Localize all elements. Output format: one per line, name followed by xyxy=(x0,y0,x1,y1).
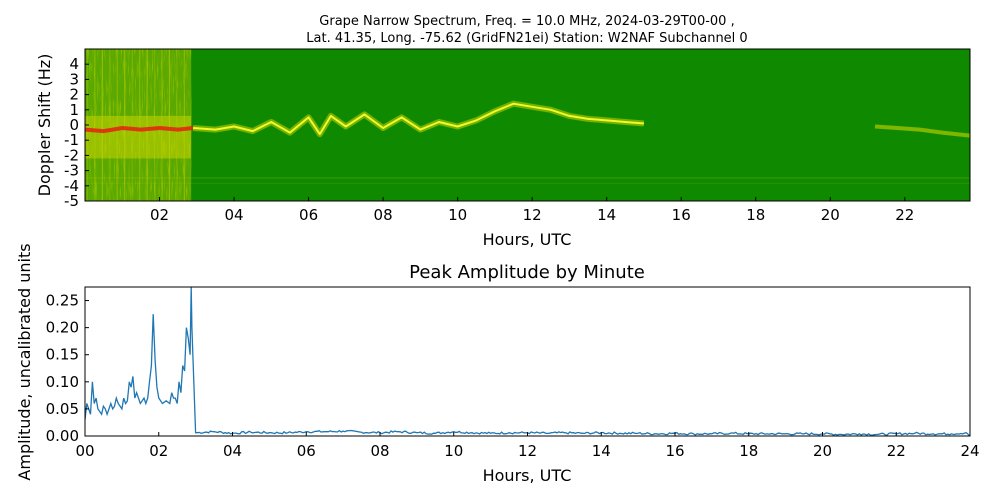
spectrogram-y-tick-label: 2 xyxy=(69,86,79,104)
spectrogram-streak xyxy=(101,49,103,201)
amplitude-x-tick-label: 00 xyxy=(75,442,94,460)
amplitude-x-tick-label: 06 xyxy=(297,442,316,460)
amplitude-x-tick-label: 16 xyxy=(665,442,684,460)
spectrogram-x-tick-label: 12 xyxy=(523,206,542,224)
spectrogram-y-axis-label: Doppler Shift (Hz) xyxy=(35,54,54,197)
amplitude-y-tick-label: 0.15 xyxy=(46,346,79,364)
amplitude-plot-area xyxy=(85,287,970,436)
spectrogram-streak xyxy=(153,49,156,201)
spectrogram-streak xyxy=(146,49,148,201)
spectrogram-streak xyxy=(94,49,96,201)
spectrogram-streak xyxy=(116,49,118,201)
spectrogram-y-tick-label: -3 xyxy=(64,162,79,180)
amplitude-y-tick-label: 0.05 xyxy=(46,400,79,418)
spectrogram-streak xyxy=(139,49,141,201)
spectrogram-streak xyxy=(183,49,185,201)
spectrogram-x-tick-label: 08 xyxy=(374,206,393,224)
spectrogram-streak xyxy=(161,49,163,201)
spectrogram-marks xyxy=(84,49,971,201)
amplitude-x-tick-label: 20 xyxy=(813,442,832,460)
amplitude-x-axis-label: Hours, UTC xyxy=(483,466,572,485)
spectrogram-y-tick-label: 0 xyxy=(69,116,79,134)
spectrogram-x-ticks: 02 04 06 08 10 12 14 16 18 20 22 xyxy=(150,197,914,224)
amplitude-y-tick-label: 0.25 xyxy=(46,292,79,310)
amplitude-title: Peak Amplitude by Minute xyxy=(409,262,645,283)
spectrogram-x-tick-label: 04 xyxy=(225,206,244,224)
spectrogram-streak xyxy=(109,49,111,201)
spectrogram-late-trace xyxy=(874,124,971,138)
spectrogram-x-axis-label: Hours, UTC xyxy=(483,230,572,249)
amplitude-y-tick-label: 0.00 xyxy=(46,427,79,445)
spectrogram-y-tick-label: 4 xyxy=(69,55,79,73)
amplitude-x-tick-label: 22 xyxy=(887,442,906,460)
amplitude-x-ticks: 00 02 04 06 08 10 12 14 16 18 20 22 24 xyxy=(75,432,980,460)
spectrogram-y-tick-label: 1 xyxy=(69,101,79,119)
amplitude-y-tick-label: 0.10 xyxy=(46,373,79,391)
spectrogram-y-tick-label: -1 xyxy=(64,131,79,149)
spectrogram-x-tick-label: 20 xyxy=(821,206,840,224)
spectrogram-horizontal-line xyxy=(85,177,970,179)
amplitude-x-tick-label: 04 xyxy=(223,442,242,460)
amplitude-y-tick-label: 0.20 xyxy=(46,319,79,337)
amplitude-x-tick-label: 18 xyxy=(739,442,758,460)
spectrogram-x-tick-label: 14 xyxy=(597,206,616,224)
spectrogram-streak xyxy=(131,49,133,201)
spectrogram-horizontal-line xyxy=(85,182,970,184)
spectrogram-x-tick-label: 02 xyxy=(150,206,169,224)
spectrogram-x-tick-label: 18 xyxy=(746,206,765,224)
figure-title-line2: Lat. 41.35, Long. -75.62 (GridFN21ei) St… xyxy=(306,31,747,46)
spectrogram-y-tick-label: -5 xyxy=(64,192,79,210)
spectrogram-x-tick-label: 06 xyxy=(299,206,318,224)
amplitude-x-tick-label: 12 xyxy=(518,442,537,460)
amplitude-x-tick-label: 10 xyxy=(444,442,463,460)
amplitude-y-ticks: 0.00 0.05 0.10 0.15 0.20 0.25 xyxy=(46,292,89,445)
spectrogram-y-tick-label: -4 xyxy=(64,177,79,195)
figure-title-line1: Grape Narrow Spectrum, Freq. = 10.0 MHz,… xyxy=(319,14,734,29)
spectrogram-x-tick-label: 10 xyxy=(448,206,467,224)
amplitude-x-tick-label: 02 xyxy=(149,442,168,460)
amplitude-y-axis-label: Amplitude, uncalibrated units xyxy=(15,243,34,480)
spectrogram-streak xyxy=(124,49,126,201)
spectrogram-x-tick-label: 22 xyxy=(895,206,914,224)
spectrogram-y-tick-label: 3 xyxy=(69,70,79,88)
amplitude-x-tick-label: 08 xyxy=(370,442,389,460)
spectrogram-x-tick-label: 16 xyxy=(672,206,691,224)
spectrogram-streak xyxy=(176,49,178,201)
spectrogram-streak xyxy=(168,49,171,201)
spectrogram-early-blob xyxy=(85,115,192,159)
amplitude-panel: Peak Amplitude by Minute 00 02 04 06 08 10 12 1… xyxy=(15,243,980,485)
spectrogram-y-tick-label: -2 xyxy=(64,146,79,164)
spectrogram-doppler-trace xyxy=(193,102,644,136)
spectrogram-peak-trace xyxy=(84,125,194,134)
amplitude-x-tick-label: 14 xyxy=(592,442,611,460)
amplitude-x-tick-label: 24 xyxy=(960,442,979,460)
